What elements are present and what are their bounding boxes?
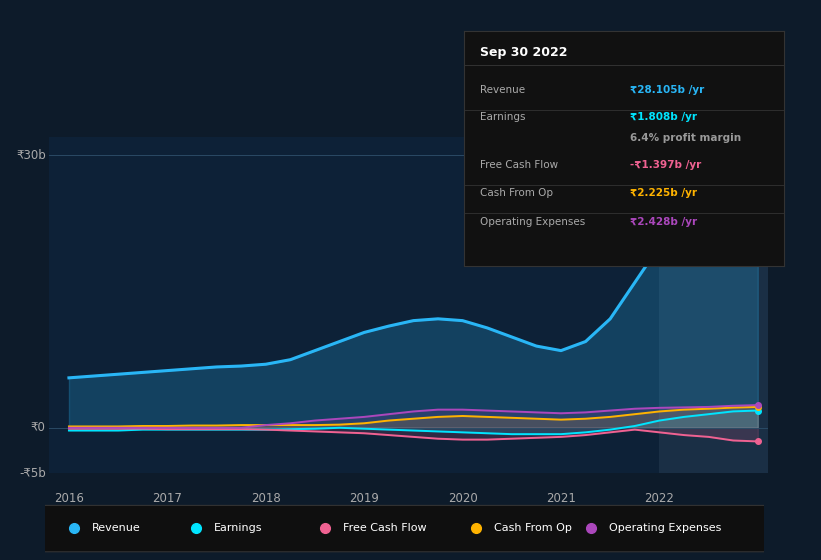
- Text: ₹30b: ₹30b: [16, 149, 46, 162]
- Text: Operating Expenses: Operating Expenses: [479, 217, 585, 227]
- Text: ₹2.428b /yr: ₹2.428b /yr: [631, 217, 698, 227]
- Bar: [659, 137, 768, 473]
- Text: -₹1.397b /yr: -₹1.397b /yr: [631, 160, 702, 170]
- FancyBboxPatch shape: [38, 505, 769, 552]
- Text: ₹28.105b /yr: ₹28.105b /yr: [631, 85, 704, 95]
- Text: Cash From Op: Cash From Op: [479, 188, 553, 198]
- Text: Earnings: Earnings: [214, 523, 263, 533]
- Text: ₹1.808b /yr: ₹1.808b /yr: [631, 111, 697, 122]
- Text: 2020: 2020: [447, 492, 478, 505]
- Text: Sep 30 2022: Sep 30 2022: [479, 46, 567, 59]
- Text: 2019: 2019: [349, 492, 379, 505]
- Text: 2018: 2018: [251, 492, 281, 505]
- Text: Revenue: Revenue: [479, 85, 525, 95]
- Text: Free Cash Flow: Free Cash Flow: [479, 160, 558, 170]
- Text: Cash From Op: Cash From Op: [494, 523, 572, 533]
- Text: 2017: 2017: [153, 492, 182, 505]
- Text: ₹2.225b /yr: ₹2.225b /yr: [631, 188, 697, 198]
- Text: Revenue: Revenue: [92, 523, 140, 533]
- Text: 6.4% profit margin: 6.4% profit margin: [631, 133, 741, 143]
- Text: 2022: 2022: [644, 492, 674, 505]
- Text: Free Cash Flow: Free Cash Flow: [343, 523, 427, 533]
- Text: Operating Expenses: Operating Expenses: [609, 523, 722, 533]
- Text: 2016: 2016: [54, 492, 84, 505]
- Text: ₹0: ₹0: [31, 421, 46, 435]
- Text: 2021: 2021: [546, 492, 576, 505]
- Text: -₹5b: -₹5b: [19, 466, 46, 480]
- Text: Earnings: Earnings: [479, 111, 525, 122]
